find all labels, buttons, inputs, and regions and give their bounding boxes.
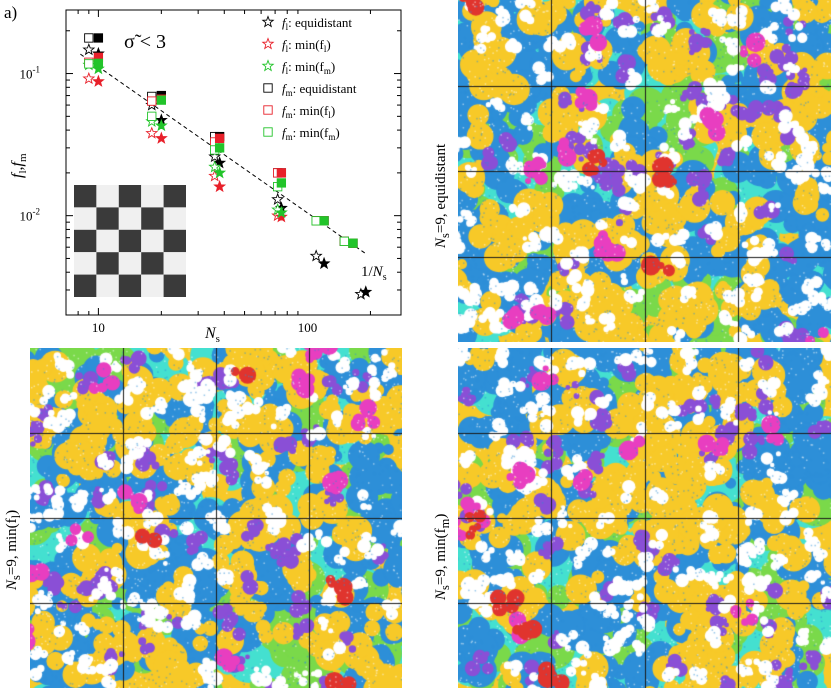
checker-cell (118, 185, 142, 208)
square-marker-open (263, 105, 273, 115)
legend-entry: fl: min(fm) (282, 59, 335, 76)
star-marker-filled (274, 205, 288, 219)
checker-cell (118, 274, 142, 297)
y-tick-label: 10-1 (20, 65, 41, 82)
star-marker-open (145, 126, 159, 139)
square-marker-open (147, 111, 157, 121)
checker-cell (96, 229, 119, 253)
square-marker-filled (276, 168, 287, 178)
checker-cell (96, 252, 119, 275)
star-marker-filled (213, 179, 227, 193)
square-marker-open (84, 33, 94, 43)
x-tick-label: 100 (298, 320, 318, 335)
checker-cell (74, 274, 97, 297)
texture-image-min-fl (30, 348, 402, 688)
y-axis-label: fl,fm (9, 153, 29, 178)
star-marker-open (261, 59, 275, 72)
checker-cell (74, 252, 97, 275)
y-tick-label: 10-2 (20, 207, 41, 224)
checker-cell (141, 274, 164, 297)
star-marker-filled (359, 285, 373, 298)
checker-cell (141, 229, 164, 253)
checker-cell (96, 185, 119, 208)
checker-cell (163, 229, 186, 253)
axis-ticks: 10 100 10-2 10-1 (20, 10, 401, 335)
star-marker-open (261, 15, 275, 28)
texture-panel-min-fl (30, 348, 402, 688)
checker-cell (118, 252, 142, 275)
panel-letter: a) (4, 3, 18, 22)
checker-cell (96, 274, 119, 297)
star-marker-filled (154, 131, 168, 144)
star-marker-open (261, 37, 275, 50)
x-tick-label: 10 (92, 320, 105, 335)
checker-cell (118, 207, 142, 230)
checker-cell (74, 185, 97, 208)
square-marker-filled (214, 143, 225, 153)
panel-label-min-fm: Ns=9, min(fm) (433, 513, 452, 600)
texture-panel-equidistant (458, 0, 831, 342)
texture-panel-min-fm (458, 348, 831, 688)
square-marker-open (263, 83, 273, 93)
square-marker-open (339, 236, 349, 246)
square-marker-filled (93, 33, 104, 43)
checker-cell (141, 252, 164, 275)
panel-label-min-fl: Ns=9, min(fl) (4, 509, 23, 590)
texture-image-min-fm (458, 348, 831, 688)
star-marker-open (82, 42, 96, 56)
panel-label-equidistant: Ns=9, equidistant (433, 143, 452, 248)
checker-cell (141, 185, 164, 208)
star-marker-filled (154, 118, 168, 132)
checker-cell (118, 229, 142, 253)
star-marker-open (208, 160, 222, 173)
scaling-chart: 10 100 10-2 10-1 fl: equidistant fl: min(fl)… (9, 9, 402, 345)
legend-entry: fm: min(fm) (282, 125, 340, 142)
star-marker-filled (91, 74, 105, 87)
star-marker-filled (213, 166, 227, 179)
square-marker-filled (156, 95, 166, 105)
square-marker-filled (348, 238, 358, 248)
square-marker-open (311, 216, 321, 226)
star-marker-open (82, 71, 96, 85)
data-points (82, 33, 373, 300)
legend: fl: equidistant fl: min(fl) fl: min(fm) fm:… (261, 15, 357, 142)
legend-entry: fm: min(fl) (282, 103, 335, 120)
checker-cell (163, 274, 186, 297)
checker-cell (163, 252, 186, 275)
star-marker-open (208, 149, 222, 163)
square-marker-open (84, 59, 94, 69)
checker-cell (74, 207, 97, 230)
star-marker-open (309, 249, 323, 262)
reference-line-label: 1/Ns (361, 264, 387, 283)
checker-cell (163, 185, 186, 208)
checker-cell (96, 207, 119, 230)
checker-cell (163, 207, 186, 230)
x-axis-label: Ns (204, 325, 220, 345)
star-marker-filled (317, 256, 331, 270)
square-marker-open (147, 96, 157, 106)
star-marker-open (271, 192, 285, 205)
square-marker-filled (214, 133, 225, 143)
texture-image-equidistant (458, 0, 831, 342)
legend-entry: fl: min(fl) (282, 37, 331, 54)
condition-label: σ̃ < 3 (124, 31, 166, 53)
star-marker-filled (274, 210, 288, 223)
square-marker-filled (93, 58, 104, 68)
legend-entry: fl: equidistant (282, 15, 352, 32)
checker-cell (141, 207, 164, 230)
checkerboard-inset (74, 185, 186, 297)
checker-cell (74, 229, 97, 253)
square-marker-open (263, 127, 273, 137)
square-marker-filled (319, 216, 329, 226)
square-marker-filled (276, 178, 287, 188)
legend-entry: fm: equidistant (282, 81, 357, 98)
